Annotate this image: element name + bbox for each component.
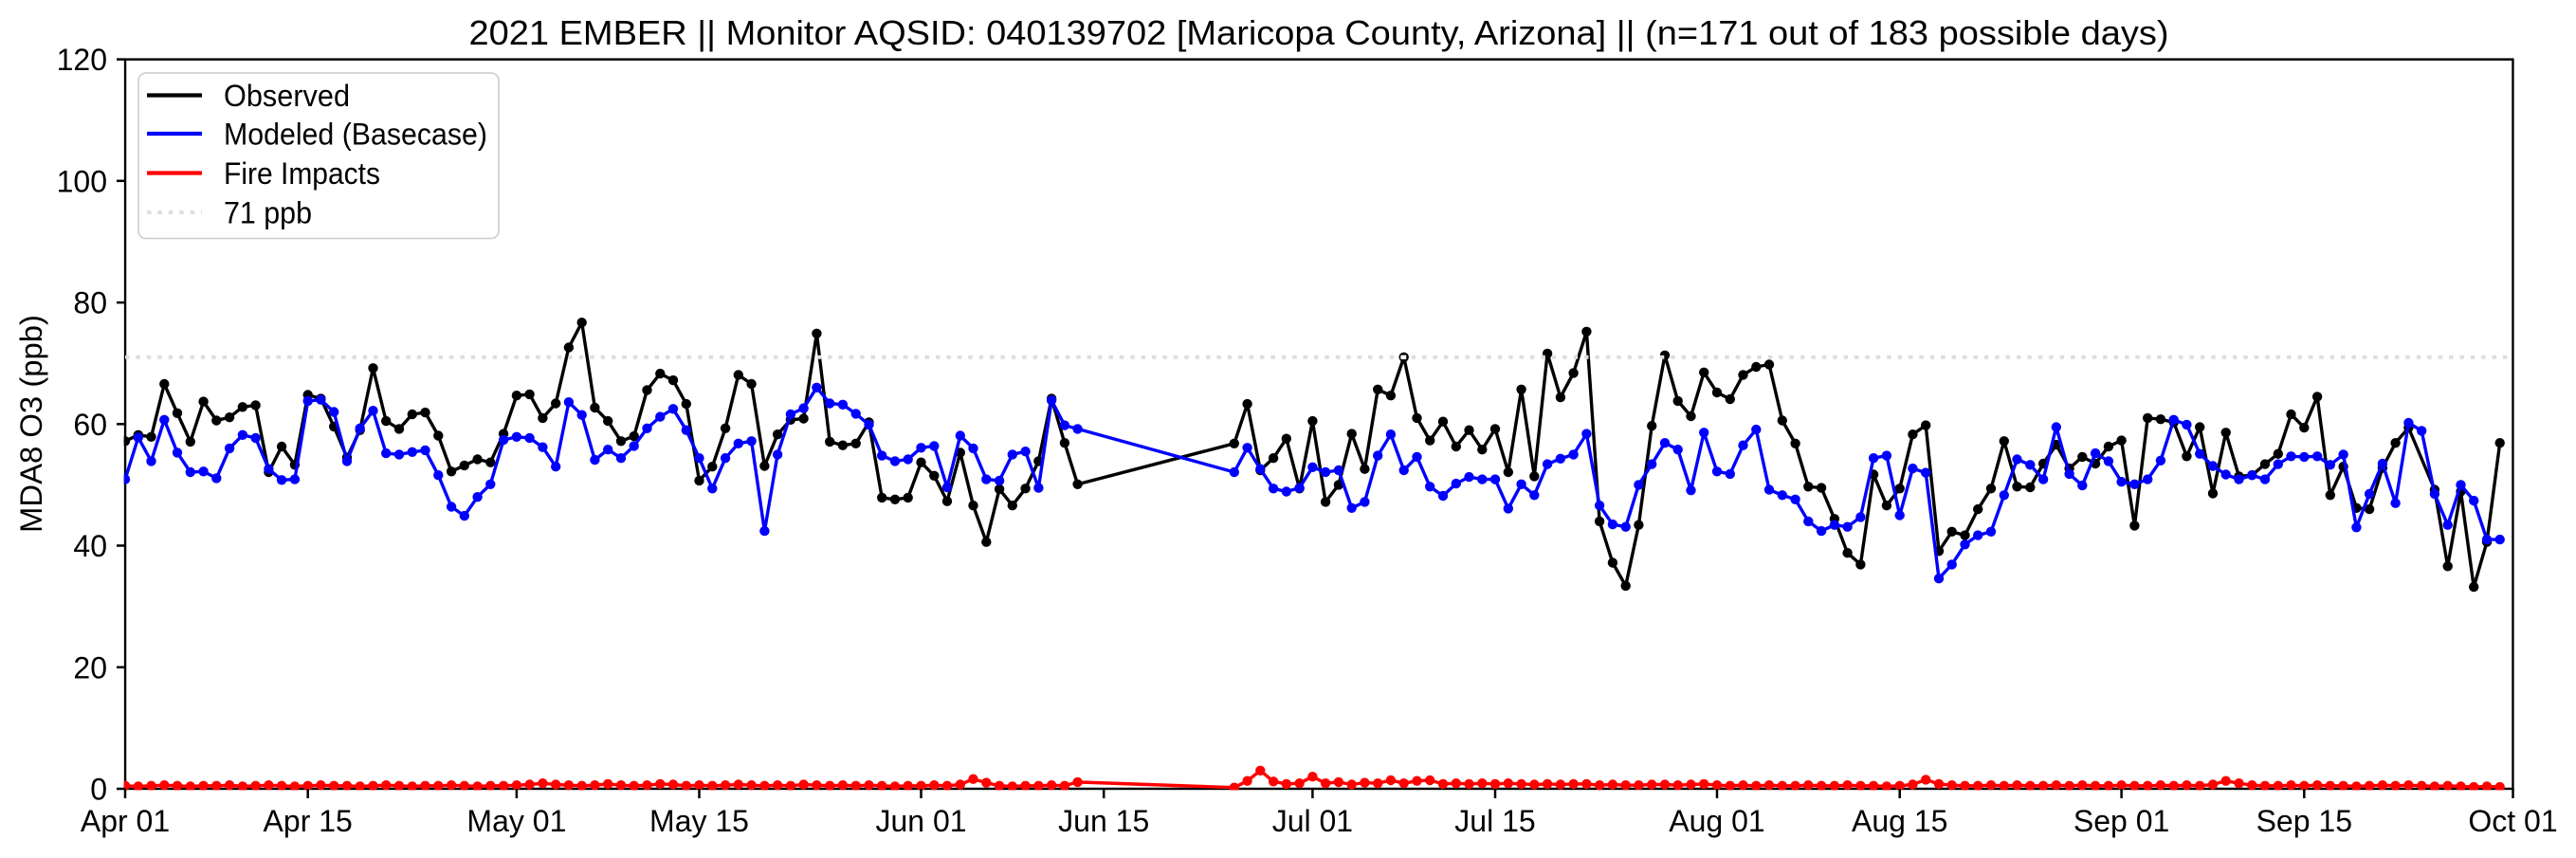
svg-text:May 15: May 15 <box>649 804 749 838</box>
svg-text:40: 40 <box>73 529 107 563</box>
svg-text:2021 EMBER || Monitor AQSID: 0: 2021 EMBER || Monitor AQSID: 040139702 [… <box>469 13 2169 52</box>
svg-text:Modeled (Basecase): Modeled (Basecase) <box>224 118 487 152</box>
svg-text:Jun 01: Jun 01 <box>875 804 966 838</box>
svg-text:Sep 15: Sep 15 <box>2256 804 2352 838</box>
svg-text:Observed: Observed <box>224 79 350 113</box>
svg-text:Apr 15: Apr 15 <box>264 804 353 838</box>
svg-text:Jun 15: Jun 15 <box>1058 804 1149 838</box>
svg-text:Apr 01: Apr 01 <box>81 804 170 838</box>
svg-text:Jul 01: Jul 01 <box>1272 804 1353 838</box>
svg-text:0: 0 <box>90 773 107 807</box>
svg-text:May 01: May 01 <box>466 804 566 838</box>
svg-text:Aug 01: Aug 01 <box>1669 804 1764 838</box>
svg-text:Aug 15: Aug 15 <box>1852 804 1947 838</box>
svg-text:120: 120 <box>57 43 107 77</box>
svg-text:100: 100 <box>57 164 107 198</box>
svg-text:71 ppb: 71 ppb <box>224 196 312 230</box>
svg-text:Oct 01: Oct 01 <box>2468 804 2557 838</box>
svg-text:Sep 01: Sep 01 <box>2074 804 2169 838</box>
svg-text:Fire Impacts: Fire Impacts <box>224 156 380 191</box>
svg-text:80: 80 <box>73 286 107 320</box>
svg-text:60: 60 <box>73 408 107 442</box>
svg-text:20: 20 <box>73 650 107 685</box>
svg-text:MDA8 O3 (ppb): MDA8 O3 (ppb) <box>14 315 48 533</box>
svg-text:Jul 15: Jul 15 <box>1454 804 1535 838</box>
